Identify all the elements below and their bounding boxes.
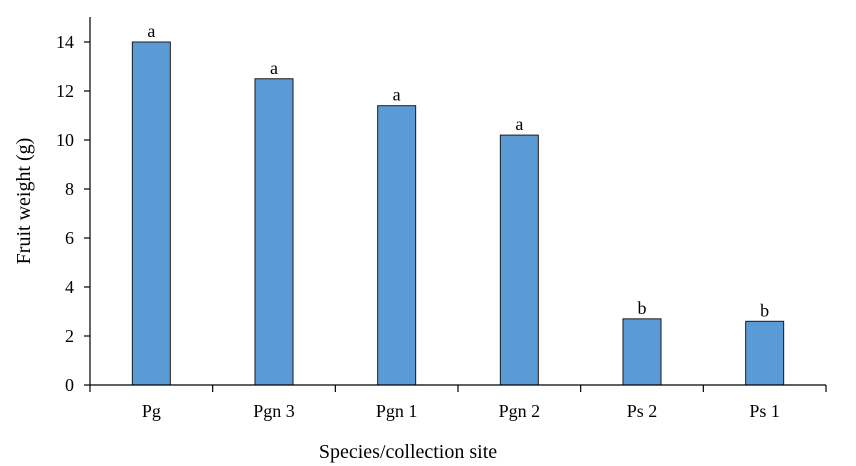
y-axis-title: Fruit weight (g)	[13, 138, 35, 265]
y-tick-label: 0	[65, 375, 74, 395]
data-label: a	[147, 21, 155, 41]
y-tick-label: 2	[65, 326, 74, 346]
data-label: b	[760, 300, 769, 320]
bar-pgn-1	[377, 105, 417, 386]
x-axis-title: Species/collection site	[319, 441, 497, 463]
x-tick-label: Ps 1	[749, 401, 780, 421]
x-tick-label: Pgn 3	[253, 401, 295, 421]
y-axis-ticks: 0 2 4 6 8 10 12 14	[56, 32, 90, 395]
y-tick-label: 6	[65, 228, 74, 248]
data-label: a	[393, 85, 401, 105]
bar-pgn-2	[499, 134, 539, 386]
y-tick-label: 14	[56, 32, 74, 52]
bar-ps-2	[622, 318, 662, 386]
x-tick-label: Pgn 2	[499, 401, 541, 421]
x-tick-label: Pg	[142, 401, 161, 421]
y-tick-label: 8	[65, 179, 74, 199]
bar-pgn-3	[254, 78, 294, 386]
x-tick-label: Ps 2	[627, 401, 658, 421]
data-label: b	[638, 298, 647, 318]
bar-ps-1	[745, 320, 785, 386]
y-tick-label: 10	[56, 130, 74, 150]
y-tick-label: 4	[65, 277, 74, 297]
x-tick-label: Pgn 1	[376, 401, 418, 421]
data-label: a	[515, 114, 523, 134]
bar-pg	[131, 41, 171, 386]
data-label: a	[270, 58, 278, 78]
y-tick-label: 12	[56, 81, 74, 101]
x-axis-ticks: Pg Pgn 3 Pgn 1 Pgn 2 Ps 2 Ps 1	[89, 385, 827, 421]
bars: a a a a b b	[131, 21, 785, 386]
